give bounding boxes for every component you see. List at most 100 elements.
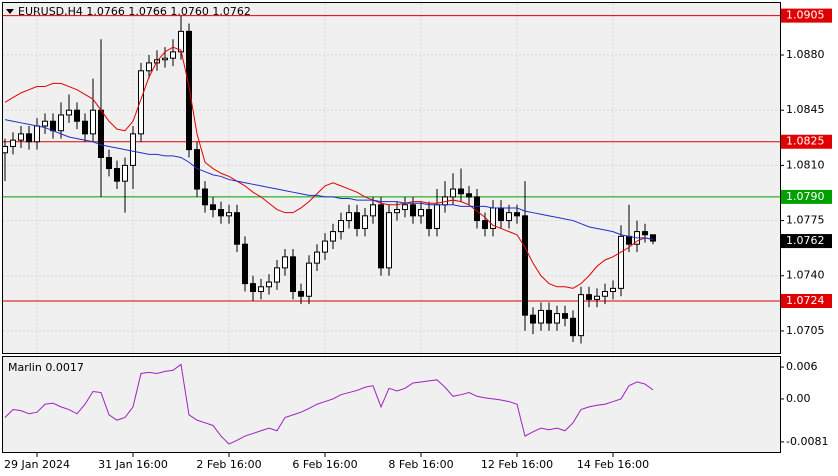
y-tick-label: 1.0810 [786,158,825,171]
candle-body [106,157,112,170]
candle-body [618,235,624,289]
candle-body [274,267,280,283]
candle-body [162,57,168,61]
candle-body [26,133,32,143]
current-price-box [781,234,832,249]
line-series [4,363,654,445]
candle-body [74,109,80,122]
x-tick-label: 31 Jan 16:00 [98,458,168,471]
candle-body [138,70,144,135]
y-tick-label: 0.006 [786,360,818,373]
candle-body [418,209,424,217]
candle-body [642,231,648,236]
candle-body [90,109,96,135]
candle-body [594,295,600,300]
candle-body [514,212,520,217]
candle-body [570,317,576,337]
x-tick-label: 2 Feb 16:00 [196,458,261,471]
candle-body [538,309,544,324]
candle-body [378,204,384,269]
candle-body [498,207,504,222]
y-tick-label: 1.0880 [786,48,825,61]
indicator-panel [2,356,781,453]
candle-body [426,209,432,229]
candle-body [122,164,128,182]
x-tick-label: 14 Feb 16:00 [577,458,649,471]
candle-body [458,188,464,195]
candle-body [554,313,560,324]
candle-body [314,251,320,264]
candle-body [202,188,208,206]
candle-body [434,204,440,229]
x-tick-label: 29 Jan 2024 [4,458,70,471]
candle-body [210,204,216,211]
candle-body [338,220,344,233]
candle-body [578,294,584,337]
candle-body [530,314,536,324]
level-label: 1.0790 [786,190,825,203]
candle-body [98,109,104,159]
candle-body [34,125,40,143]
candle-body [226,212,232,217]
price-panel [2,2,781,354]
candle-body [402,204,408,211]
y-tick-label: 1.0845 [786,103,825,116]
candle-body [82,120,88,135]
candle-body [178,30,184,53]
candle-body [546,309,552,324]
candle-body [258,286,264,293]
candle-body [186,30,192,151]
candle-body [218,209,224,217]
candle-body [266,281,272,288]
candle-body [602,291,608,297]
candle-body [234,212,240,245]
candle-body [242,243,248,285]
candle-body [2,145,8,154]
candle-body [370,204,376,217]
level-label-box [781,8,832,23]
x-tick-label: 8 Feb 16:00 [388,458,453,471]
current-price-label: 1.0762 [786,234,825,247]
y-tick-label: 1.0705 [786,324,825,337]
line-series [4,119,654,240]
y-tick-label: 0.00 [786,392,811,405]
chart-title: EURUSD,H4 1.0766 1.0766 1.0760 1.0762 [18,5,251,18]
candle-body [450,188,456,198]
candle-body [42,120,48,127]
candle-body [626,235,632,245]
level-label: 1.0905 [786,9,825,22]
candle-body [10,139,16,147]
candle-body [354,212,360,229]
candle-body [386,212,392,269]
candle-body [18,133,24,141]
candle-body [66,109,72,116]
line-series [4,46,654,289]
level-label: 1.0825 [786,135,825,148]
candle-body [298,291,304,297]
candle-body [610,287,616,293]
candle-body [562,313,568,319]
menu-triangle [6,9,14,14]
x-tick-label: 6 Feb 16:00 [292,458,357,471]
level-label-box [781,134,832,149]
candle-body [146,62,152,72]
candle-body [362,215,368,229]
level-label-box [781,189,832,204]
y-tick-label: 1.0775 [786,214,825,227]
candle-body [58,114,64,132]
candle-body [650,234,656,242]
candle-body [394,209,400,214]
candle-body [506,212,512,222]
candle-body [522,215,528,316]
candle-body [322,240,328,253]
candle-body [306,262,312,297]
candle-body [290,256,296,293]
candle-body [130,133,136,166]
candle-body [50,120,56,132]
candle-body [330,231,336,242]
candle-body [170,51,176,59]
indicator-title: Marlin 0.0017 [8,361,84,374]
candle-body [250,283,256,293]
candle-body [114,168,120,182]
